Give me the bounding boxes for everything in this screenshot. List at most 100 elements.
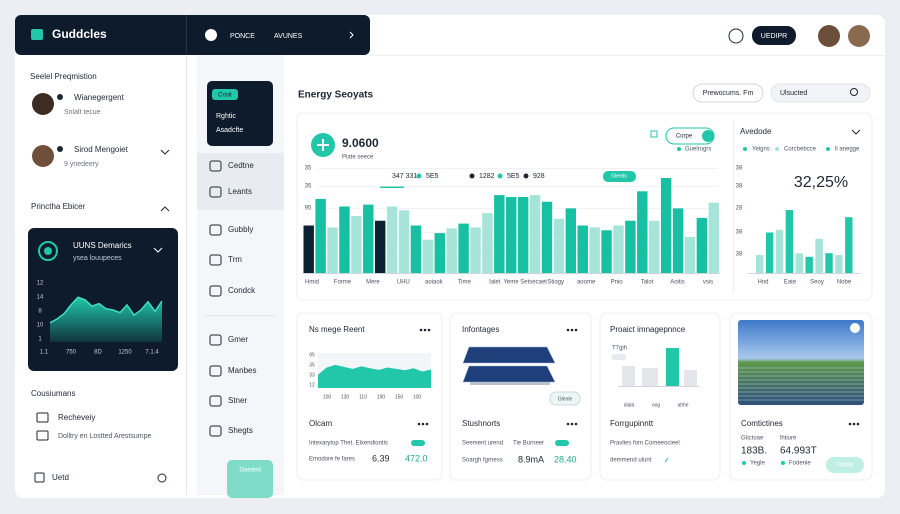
label: UUNS Demarics — [73, 241, 132, 250]
menu-item[interactable]: Gmer — [228, 335, 248, 344]
label[interactable]: Fiddle — [837, 463, 854, 469]
chevron — [160, 149, 170, 155]
menu-item[interactable]: Manbes — [228, 366, 256, 375]
axis-line — [303, 273, 720, 274]
x-tick-label: ahhe — [677, 402, 688, 408]
search[interactable] — [770, 83, 871, 103]
label: 8.9mA — [518, 454, 544, 464]
chevron — [160, 206, 170, 212]
y-tick-label: 1 — [38, 337, 42, 343]
bar — [315, 198, 326, 273]
nav-link[interactable]: AVUNES — [274, 33, 303, 40]
y-tick-label: 33 — [309, 372, 315, 378]
bar — [506, 197, 517, 273]
status-dot — [57, 94, 63, 100]
label[interactable]: Gaeded — [239, 468, 260, 474]
search[interactable] — [692, 83, 764, 103]
menu-dot — [419, 328, 423, 332]
card-title: Stushnorts — [462, 419, 500, 428]
bar — [410, 225, 422, 273]
info-icon — [728, 28, 744, 44]
label: Corcbebcce — [784, 147, 817, 153]
menu-item[interactable]: Shegts — [228, 426, 253, 435]
tab-dot — [702, 130, 714, 142]
menu-item[interactable]: Trm — [228, 255, 242, 264]
bar — [660, 178, 672, 273]
menu-item[interactable]: Stner — [228, 396, 247, 405]
avatar — [818, 25, 840, 47]
label[interactable]: Ulsucted — [780, 90, 807, 97]
bar — [765, 232, 774, 273]
menu-item[interactable]: Condck — [228, 286, 256, 295]
label[interactable]: Prewocums. Fm — [703, 90, 754, 97]
y-tick-label: 38 — [736, 230, 743, 236]
menu-icon — [209, 186, 222, 198]
bar — [565, 208, 577, 273]
toggle — [411, 440, 425, 446]
status-dot — [57, 146, 63, 152]
menu-item[interactable]: Cedtne — [228, 161, 254, 170]
label: 6.39 — [372, 453, 390, 463]
legend-dot — [826, 147, 830, 151]
bar — [637, 191, 648, 273]
menu-dot — [421, 422, 425, 426]
nav-link[interactable]: PONCE — [230, 33, 255, 40]
menu-dot — [566, 422, 570, 426]
menu-icon — [209, 334, 222, 346]
legend-dot — [469, 173, 475, 179]
bar — [494, 195, 505, 273]
card-button[interactable] — [826, 457, 864, 473]
menu-item[interactable]: Leants — [228, 187, 252, 196]
y-tick-label: 38 — [736, 166, 743, 172]
menu-button[interactable] — [227, 460, 273, 498]
label: Yegle — [750, 461, 765, 467]
legend-label: 5E5 — [426, 173, 439, 180]
toggle — [555, 440, 569, 446]
plus — [317, 139, 329, 151]
label: ysea louupeces — [73, 255, 122, 262]
label: Gleole — [558, 396, 573, 402]
bar — [327, 227, 338, 273]
menu-icon — [209, 395, 222, 407]
bar — [553, 218, 565, 273]
label: Wianegergent — [74, 93, 125, 102]
page-title: Energy Seoyats — [298, 90, 373, 101]
x-tick-label: Yeme Setsecaet — [503, 280, 547, 286]
y-tick-label: 35 — [305, 166, 312, 172]
card-title: Infontages — [462, 325, 499, 334]
top-button[interactable] — [752, 26, 796, 45]
card-title: Ns mege Reent — [309, 325, 365, 334]
y-tick-label: 95 — [309, 352, 315, 358]
button-label[interactable]: UEDIPR — [761, 33, 787, 40]
label[interactable]: Corpe — [676, 134, 693, 140]
menu-icon — [209, 160, 222, 172]
x-tick-label: 1250 — [118, 350, 132, 356]
bar — [815, 238, 823, 273]
x-tick-label: aoome — [577, 280, 596, 286]
bar — [622, 366, 635, 386]
bar — [458, 223, 469, 273]
footer-icon — [157, 473, 167, 483]
label: Tie Burneer — [513, 441, 544, 447]
label: T7gih — [612, 346, 627, 352]
panel-stand — [470, 382, 550, 385]
menu-icon — [209, 224, 222, 236]
chevron — [851, 129, 861, 135]
section-title: Princtha Ebicer — [31, 202, 86, 211]
legend-label: 928 — [533, 173, 545, 180]
menu-item[interactable]: Gubbly — [228, 225, 253, 234]
y-tick-label: 38 — [736, 184, 743, 190]
label: Seement urend — [462, 441, 503, 447]
expand-icon — [850, 323, 860, 333]
bar — [339, 206, 350, 273]
chart-pill — [603, 171, 636, 182]
bar — [577, 225, 588, 273]
bar — [398, 210, 410, 273]
check — [664, 457, 669, 463]
label: Sirod Mengoiet — [74, 145, 129, 154]
label: 64.993T — [780, 446, 817, 457]
label: Intexarytop Thet. Elxendiontis — [309, 441, 388, 447]
menu-dot — [852, 422, 856, 426]
menu-dot — [570, 422, 574, 426]
